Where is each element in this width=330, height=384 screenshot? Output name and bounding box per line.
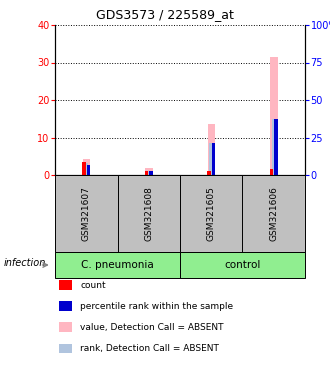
- Text: GSM321607: GSM321607: [82, 186, 91, 241]
- Bar: [274, 119, 278, 175]
- Bar: [82, 162, 86, 175]
- Bar: [149, 170, 152, 175]
- Bar: [145, 168, 152, 175]
- Bar: [208, 171, 211, 175]
- Text: value, Detection Call = ABSENT: value, Detection Call = ABSENT: [80, 323, 224, 332]
- Bar: [209, 143, 214, 175]
- Text: GSM321605: GSM321605: [207, 186, 216, 241]
- Text: GSM321608: GSM321608: [144, 186, 153, 241]
- Text: infection: infection: [3, 258, 46, 268]
- Text: GSM321606: GSM321606: [269, 186, 278, 241]
- Bar: [208, 124, 215, 175]
- Bar: [212, 143, 215, 175]
- Text: percentile rank within the sample: percentile rank within the sample: [80, 301, 233, 311]
- Bar: [82, 159, 90, 175]
- Bar: [147, 170, 151, 175]
- Text: rank, Detection Call = ABSENT: rank, Detection Call = ABSENT: [80, 344, 219, 353]
- Bar: [84, 163, 88, 175]
- Bar: [86, 164, 90, 175]
- Text: GDS3573 / 225589_at: GDS3573 / 225589_at: [96, 8, 234, 21]
- Bar: [145, 171, 148, 175]
- Text: C. pneumonia: C. pneumonia: [81, 260, 154, 270]
- Bar: [270, 169, 274, 175]
- Text: control: control: [224, 260, 261, 270]
- Bar: [272, 119, 276, 175]
- Bar: [270, 57, 278, 175]
- Text: count: count: [80, 280, 106, 290]
